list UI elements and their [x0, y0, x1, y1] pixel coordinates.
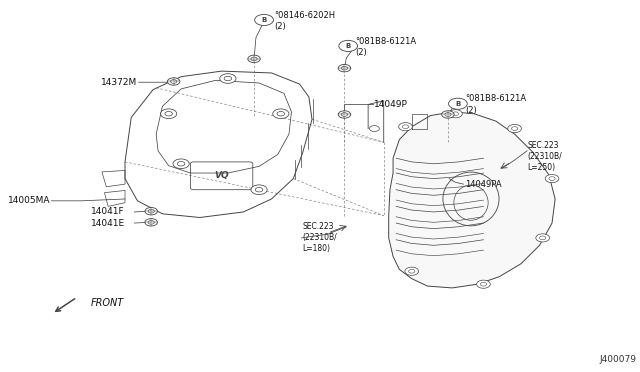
- Circle shape: [255, 15, 273, 26]
- Circle shape: [442, 111, 454, 118]
- Text: FRONT: FRONT: [91, 298, 124, 308]
- Text: B: B: [455, 101, 461, 107]
- Text: 14049PA: 14049PA: [465, 180, 501, 189]
- Circle shape: [145, 208, 157, 215]
- Circle shape: [168, 78, 180, 85]
- Text: 14005MA: 14005MA: [8, 196, 50, 205]
- Text: °08146-6202H
(2): °08146-6202H (2): [275, 11, 336, 31]
- Circle shape: [338, 64, 351, 72]
- Circle shape: [338, 111, 351, 118]
- Text: B: B: [346, 43, 351, 49]
- Text: 14041F: 14041F: [91, 208, 124, 217]
- Text: J400079: J400079: [599, 355, 636, 364]
- Circle shape: [399, 123, 412, 131]
- Circle shape: [536, 234, 550, 242]
- Circle shape: [449, 98, 467, 109]
- Circle shape: [545, 174, 559, 183]
- Text: SEC.223
(22310B/
L=250): SEC.223 (22310B/ L=250): [527, 141, 562, 172]
- Text: 14372M: 14372M: [101, 78, 138, 87]
- Text: °081B8-6121A
(2): °081B8-6121A (2): [465, 94, 526, 115]
- Circle shape: [273, 109, 289, 119]
- Text: B: B: [261, 17, 267, 23]
- Text: 14049P: 14049P: [374, 100, 408, 109]
- Circle shape: [251, 185, 267, 195]
- Text: °081B8-6121A
(2): °081B8-6121A (2): [356, 37, 417, 57]
- Circle shape: [508, 125, 522, 133]
- Polygon shape: [388, 112, 555, 288]
- Circle shape: [369, 126, 380, 132]
- Circle shape: [220, 74, 236, 83]
- Circle shape: [405, 267, 419, 275]
- Text: SEC.223
(22310B/
L=180): SEC.223 (22310B/ L=180): [303, 222, 337, 253]
- Circle shape: [248, 55, 260, 62]
- Circle shape: [449, 110, 462, 118]
- Circle shape: [173, 159, 189, 169]
- Text: 14041E: 14041E: [91, 219, 125, 228]
- Circle shape: [477, 280, 490, 288]
- Text: VQ: VQ: [214, 171, 229, 180]
- Circle shape: [161, 109, 177, 119]
- Circle shape: [339, 40, 358, 51]
- Circle shape: [145, 219, 157, 226]
